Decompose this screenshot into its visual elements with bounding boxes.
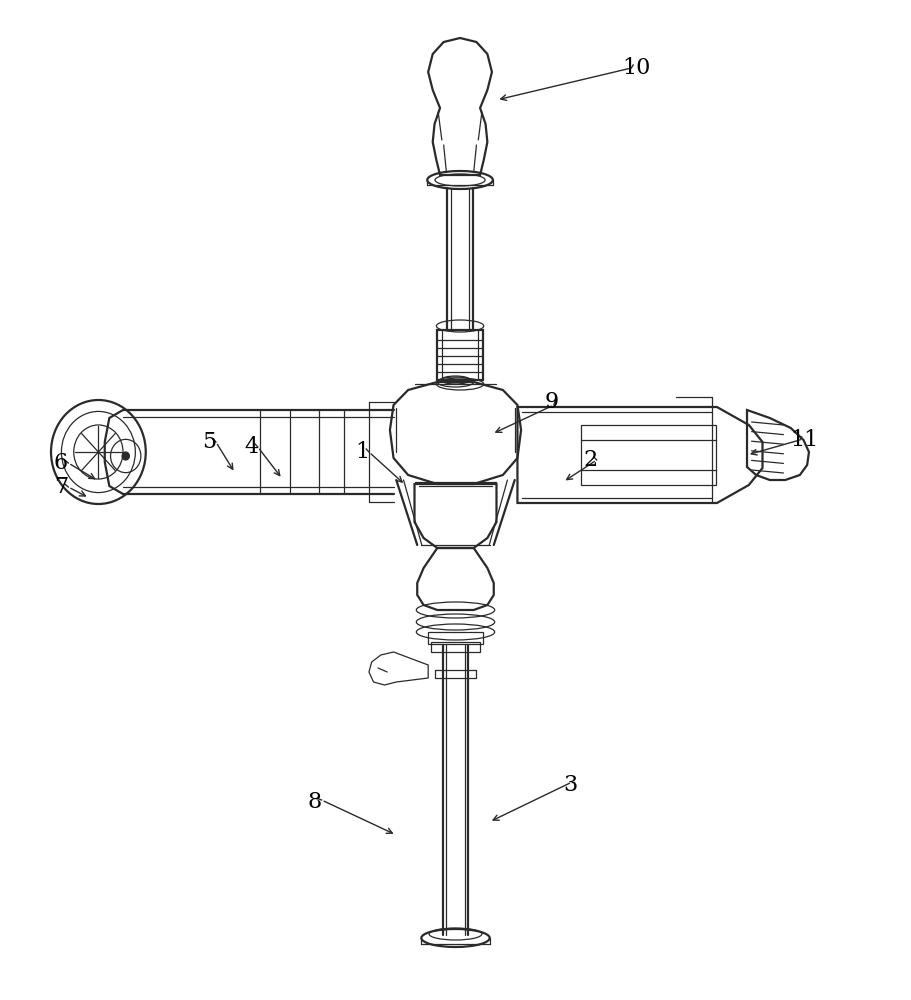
Text: 8: 8 (308, 791, 322, 813)
Text: 6: 6 (54, 452, 68, 474)
Bar (581, 425, 716, 485)
Text: 7: 7 (54, 476, 68, 498)
Text: 10: 10 (622, 57, 650, 79)
Bar (431, 642, 480, 652)
Text: 5: 5 (202, 431, 217, 453)
Text: 9: 9 (545, 391, 559, 413)
Text: 2: 2 (583, 449, 598, 471)
Text: 3: 3 (563, 774, 578, 796)
Text: 1: 1 (355, 441, 370, 463)
Text: 11: 11 (791, 429, 819, 451)
Bar (437, 330, 483, 380)
Bar (428, 632, 483, 644)
Circle shape (122, 452, 129, 460)
Text: 4: 4 (244, 436, 259, 458)
